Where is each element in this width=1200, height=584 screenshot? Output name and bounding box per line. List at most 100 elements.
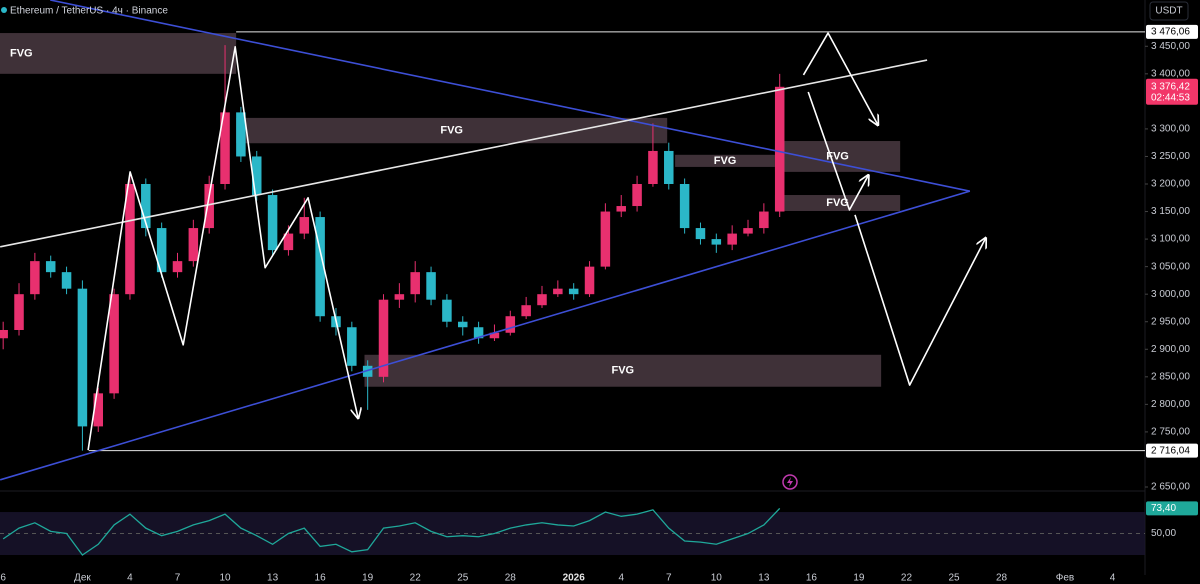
candle-body [632, 184, 642, 207]
candle-body [141, 184, 151, 229]
candle-body [584, 266, 595, 295]
candle-body [283, 233, 294, 251]
level-label-box [1146, 443, 1198, 458]
x-tick-label: 4 [618, 573, 624, 584]
fvg-zone [774, 195, 901, 211]
current-price: 3 376,42 [1151, 81, 1190, 92]
current-price-box [1146, 78, 1198, 105]
rsi-tick-label: 50,00 [1151, 528, 1176, 539]
candle-body [204, 184, 214, 229]
x-tick-label: 7 [666, 573, 672, 584]
y-tick-label: 2 850,00 [1151, 371, 1190, 382]
fvg-zone [675, 154, 775, 167]
y-tick-label: 3 250,00 [1151, 151, 1190, 162]
status-dot [1, 7, 7, 13]
candle-body [774, 86, 785, 212]
candle-body [188, 228, 199, 262]
x-tick-label: 10 [711, 573, 723, 584]
trend-line [802, 32, 877, 125]
candle-body [394, 294, 405, 300]
y-tick-label: 3 000,00 [1151, 289, 1190, 300]
countdown: 02:44:53 [1151, 92, 1190, 103]
candle-body [648, 150, 658, 185]
candle-body [347, 327, 357, 366]
x-tick-label: 19 [853, 573, 865, 584]
candle-body [236, 112, 246, 157]
candle-body [568, 288, 579, 295]
candle-body [759, 211, 769, 229]
candle-body [442, 299, 452, 322]
x-tick-label: 28 [505, 573, 517, 584]
trend-line [50, 0, 971, 192]
chart-title: Ethereum / TetherUS · 4ч · Binance [10, 6, 168, 17]
candle-body [172, 261, 183, 273]
candle-body [426, 272, 436, 300]
candle-body [61, 272, 72, 289]
x-tick-label: 10 [219, 573, 231, 584]
fvg-zone [0, 33, 237, 74]
fvg-zone [364, 354, 882, 387]
x-tick-label: 25 [457, 573, 469, 584]
candle-body [30, 261, 40, 295]
candle-body [45, 261, 56, 273]
x-tick-label: 28 [996, 573, 1008, 584]
x-tick-label: 25 [948, 573, 960, 584]
y-tick-label: 3 300,00 [1151, 124, 1190, 135]
fvg-label: FVG [10, 47, 33, 59]
candle-body [0, 329, 8, 339]
candle-body [473, 327, 484, 339]
x-tick-label: 4 [1110, 573, 1116, 584]
currency-box[interactable] [1149, 1, 1189, 21]
y-tick-label: 2 900,00 [1151, 344, 1190, 355]
candle-body [537, 294, 547, 306]
y-tick-label: 2 800,00 [1151, 399, 1190, 410]
candle-body [14, 294, 24, 330]
y-tick-label: 3 400,00 [1151, 68, 1190, 79]
axes: 2 650,00 2 750,00 2 800,00 2 850,00 2 900,00… [0, 24, 1198, 584]
trend-line [0, 59, 928, 248]
fvg-zone [236, 117, 668, 144]
candle-body [77, 288, 88, 427]
x-tick-label: 4 [127, 573, 133, 584]
fvg-label: FVG [612, 365, 635, 377]
candle-body [156, 228, 167, 273]
candle-body [267, 195, 278, 251]
x-tick-label: 16 [806, 573, 818, 584]
candle-body [109, 294, 119, 394]
x-tick-label: 13 [758, 573, 770, 584]
rsi-line [2, 507, 781, 556]
x-tick-label: 22 [410, 573, 422, 584]
currency[interactable]: USDT [1155, 6, 1182, 17]
candle-body [251, 156, 262, 196]
trend-line [0, 190, 971, 481]
alert-icon[interactable] [782, 474, 798, 490]
candle-body [125, 184, 135, 295]
y-tick-label: 3 450,00 [1151, 41, 1190, 52]
candle-body [616, 206, 626, 212]
candle-body [410, 272, 420, 295]
candle-body [458, 321, 468, 328]
y-tick-label: 2 750,00 [1151, 427, 1190, 438]
x-tick-label: Фев [1056, 573, 1074, 584]
x-tick-label: 6 [0, 573, 6, 584]
candle-body [489, 332, 500, 339]
candle-body [362, 365, 373, 377]
candle-body [679, 184, 690, 229]
candle-body [600, 211, 611, 267]
x-tick-label: 7 [175, 573, 181, 584]
trend-line [87, 46, 358, 451]
fvg-zone [774, 141, 901, 172]
candle-body [378, 299, 389, 377]
rsi-pane [0, 507, 1145, 556]
candle-body [505, 316, 516, 333]
rsi-current-box [1146, 501, 1198, 516]
candle-body [521, 305, 531, 317]
level-label-box [1146, 24, 1198, 39]
y-tick-label: 2 650,00 [1151, 482, 1190, 493]
trend-line [854, 214, 986, 386]
candle-body [664, 150, 674, 185]
x-tick-label: 2026 [563, 573, 586, 584]
fvg-label: FVG [826, 197, 849, 209]
